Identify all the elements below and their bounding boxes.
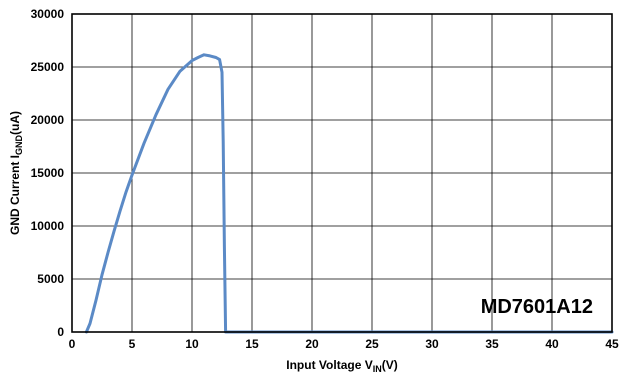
y-tick-label: 0 xyxy=(57,325,64,339)
x-axis-label: Input Voltage VIN(V) xyxy=(286,358,397,374)
series-group xyxy=(84,53,614,334)
x-tick-label: 10 xyxy=(185,337,199,351)
x-axis-ticks: 0 5 10 15 20 25 30 35 40 45 xyxy=(69,337,619,351)
grid xyxy=(72,14,612,332)
y-axis-label: GND Current IGND(uA) xyxy=(8,111,24,235)
y-tick-label: 15000 xyxy=(31,166,65,180)
y-axis-ticks: 0 5000 10000 15000 20000 25000 30000 xyxy=(31,7,65,339)
device-label: MD7601A12 xyxy=(481,296,593,318)
y-tick-label: 20000 xyxy=(31,113,65,127)
x-tick-label: 40 xyxy=(545,337,559,351)
x-tick-label: 5 xyxy=(129,337,136,351)
y-tick-label: 25000 xyxy=(31,60,65,74)
y-tick-label: 10000 xyxy=(31,219,65,233)
x-tick-label: 20 xyxy=(305,337,319,351)
x-tick-label: 25 xyxy=(365,337,379,351)
x-tick-label: 15 xyxy=(245,337,259,351)
x-tick-label: 45 xyxy=(605,337,619,351)
x-tick-label: 0 xyxy=(69,337,76,351)
plot-frame xyxy=(71,13,613,333)
x-tick-label: 35 xyxy=(485,337,499,351)
y-tick-label: 30000 xyxy=(31,7,65,21)
y-tick-label: 5000 xyxy=(37,272,64,286)
series-line xyxy=(84,53,614,334)
x-tick-label: 30 xyxy=(425,337,439,351)
